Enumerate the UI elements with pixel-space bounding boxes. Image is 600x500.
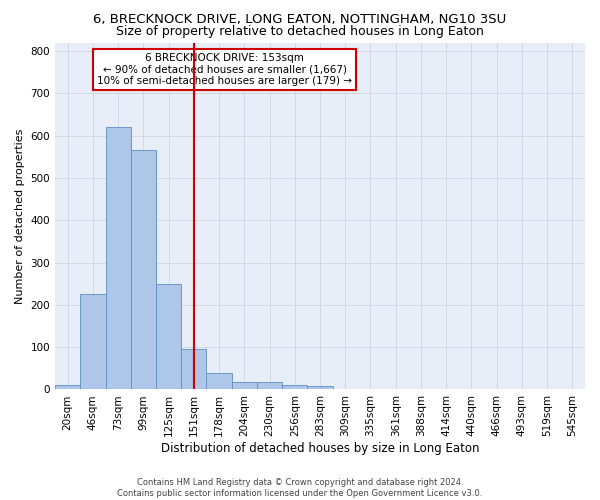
Bar xyxy=(282,385,307,390)
Bar xyxy=(232,382,257,390)
Bar xyxy=(206,372,232,390)
Bar xyxy=(156,284,181,390)
Bar xyxy=(106,127,131,390)
Bar xyxy=(307,386,332,390)
Text: 6 BRECKNOCK DRIVE: 153sqm
← 90% of detached houses are smaller (1,667)
10% of se: 6 BRECKNOCK DRIVE: 153sqm ← 90% of detac… xyxy=(97,53,352,86)
Bar xyxy=(55,385,80,390)
X-axis label: Distribution of detached houses by size in Long Eaton: Distribution of detached houses by size … xyxy=(161,442,479,455)
Bar xyxy=(181,350,206,390)
Bar xyxy=(131,150,156,390)
Text: 6, BRECKNOCK DRIVE, LONG EATON, NOTTINGHAM, NG10 3SU: 6, BRECKNOCK DRIVE, LONG EATON, NOTTINGH… xyxy=(94,12,506,26)
Y-axis label: Number of detached properties: Number of detached properties xyxy=(15,128,25,304)
Text: Size of property relative to detached houses in Long Eaton: Size of property relative to detached ho… xyxy=(116,25,484,38)
Bar xyxy=(257,382,282,390)
Text: Contains HM Land Registry data © Crown copyright and database right 2024.
Contai: Contains HM Land Registry data © Crown c… xyxy=(118,478,482,498)
Bar xyxy=(80,294,106,390)
